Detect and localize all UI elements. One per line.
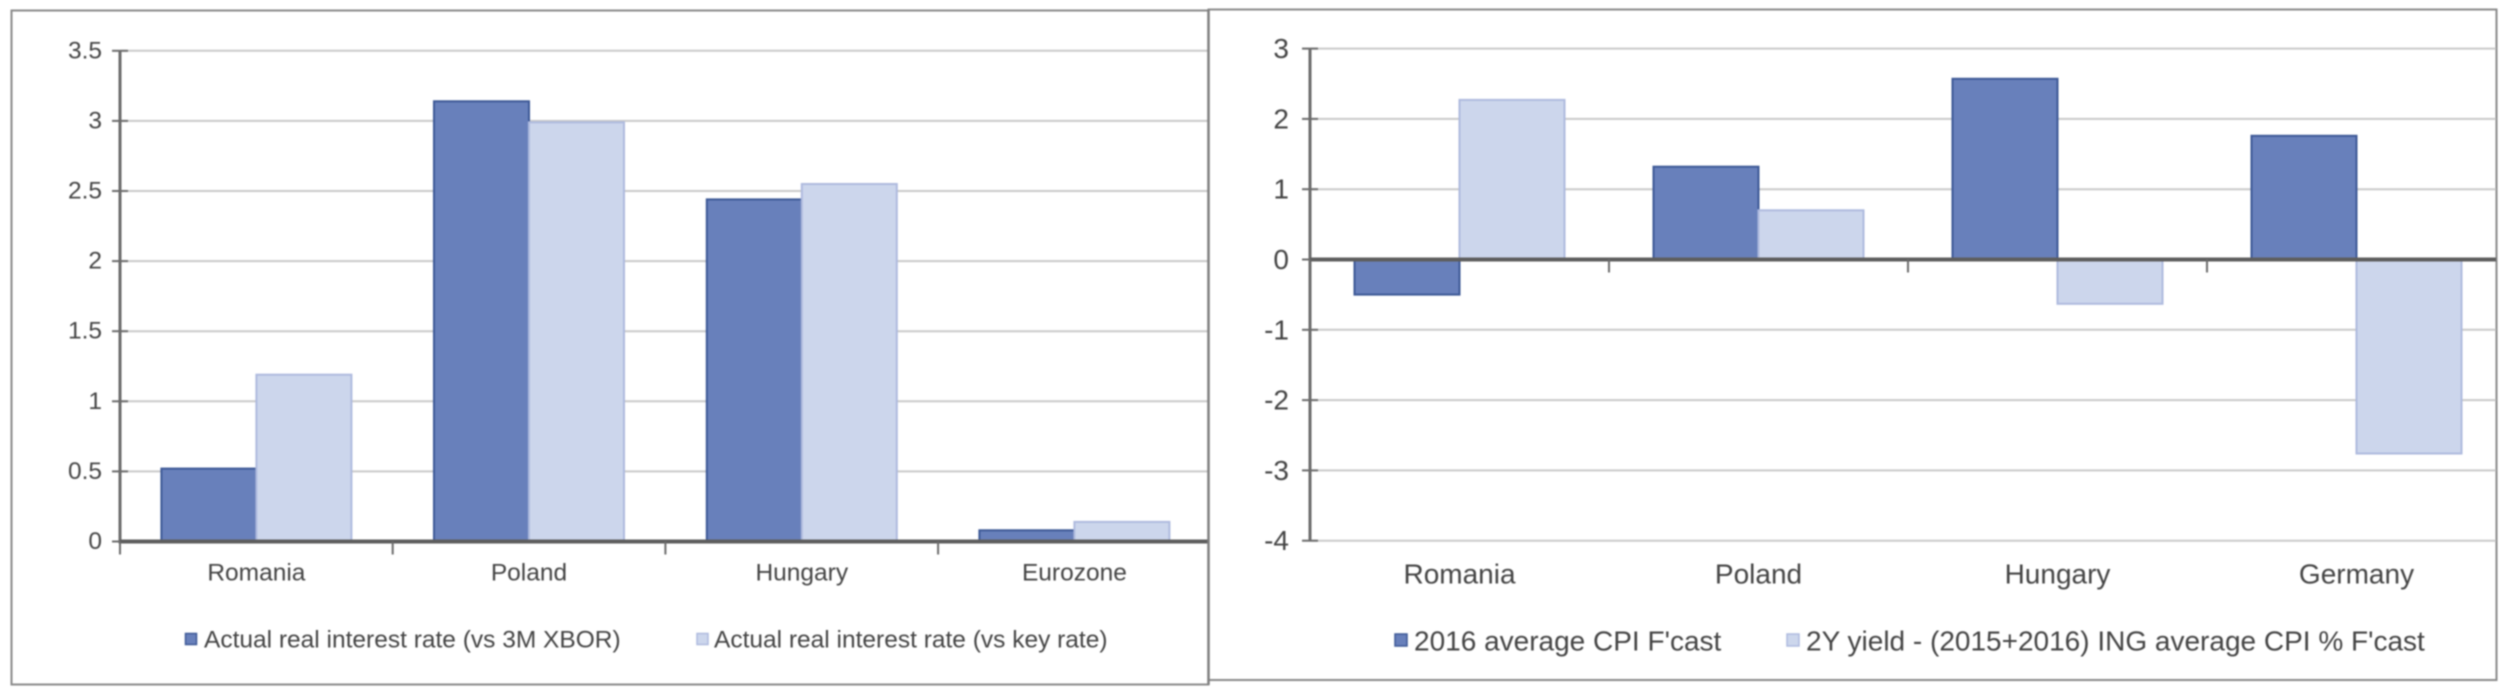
svg-text:-3: -3 [1264,455,1289,486]
svg-text:Romania: Romania [1403,559,1515,590]
svg-text:Poland: Poland [491,560,567,587]
svg-text:1.5: 1.5 [68,318,102,345]
svg-text:1: 1 [88,388,102,415]
svg-text:Germany: Germany [2299,559,2414,590]
svg-text:-1: -1 [1264,314,1289,345]
svg-text:2016 average CPI F'cast: 2016 average CPI F'cast [1414,626,1722,657]
svg-text:2: 2 [88,248,102,275]
svg-text:Hungary: Hungary [755,560,848,587]
svg-text:Actual real interest rate (vs: Actual real interest rate (vs key rate) [714,627,1108,654]
svg-text:0.5: 0.5 [68,458,102,485]
svg-text:2: 2 [1273,103,1289,134]
svg-text:3: 3 [1273,33,1289,64]
svg-text:-4: -4 [1264,525,1289,556]
svg-text:Eurozone: Eurozone [1022,560,1127,587]
svg-text:Poland: Poland [1715,559,1802,590]
svg-text:3.5: 3.5 [68,37,102,64]
svg-text:0: 0 [1273,244,1289,275]
svg-text:1: 1 [1273,174,1289,205]
svg-text:Romania: Romania [207,560,305,587]
svg-text:2Y yield - (2015+2016) ING ave: 2Y yield - (2015+2016) ING average CPI %… [1806,626,2425,657]
svg-text:2.5: 2.5 [68,178,102,205]
svg-text:Hungary: Hungary [2005,559,2111,590]
svg-text:Actual real interest rate (vs: Actual real interest rate (vs 3M XBOR) [204,627,621,654]
svg-text:3: 3 [88,107,102,134]
svg-text:0: 0 [88,528,102,555]
svg-text:-2: -2 [1264,385,1289,416]
